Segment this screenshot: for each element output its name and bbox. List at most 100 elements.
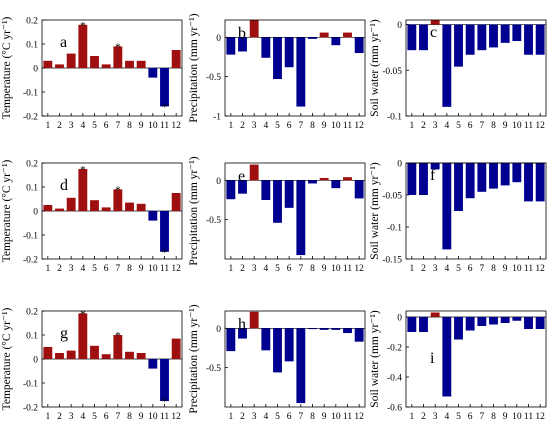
y-tick-label: 0 [33, 208, 38, 218]
x-tick-label: 3 [69, 121, 74, 131]
x-tick-label: 9 [139, 412, 144, 422]
x-tick-label: 6 [287, 264, 292, 274]
bar-g-6 [101, 354, 111, 359]
y-tick-label: 0 [216, 177, 221, 187]
x-tick-label: 7 [479, 412, 484, 422]
bar-c-4 [442, 24, 452, 107]
x-tick-label: 3 [252, 264, 257, 274]
bar-e-6 [284, 180, 294, 208]
y-tick-label: 0 [33, 65, 38, 75]
bar-f-10 [512, 163, 522, 183]
x-tick-label: 9 [503, 412, 508, 422]
bar-i-5 [454, 317, 463, 340]
x-tick-label: 10 [148, 121, 158, 131]
bar-i-10 [512, 317, 522, 321]
y-tick-label: -0.1 [23, 232, 38, 242]
bar-a-11 [160, 68, 169, 107]
bar-f-1 [407, 163, 417, 195]
y-axis-label: Soil water (mm yr⁻¹) [369, 19, 381, 117]
y-tick-label: -0.1 [387, 224, 402, 234]
y-tick-label: 0 [216, 34, 221, 44]
x-tick-label: 12 [354, 412, 364, 422]
plot-frame [224, 19, 366, 117]
panel-d: ***-0.2-0.100.10.21 2 3 4 5 6 7 8 9 10 11 12Tempera… [1, 159, 183, 274]
x-tick-label: 1 [45, 264, 50, 274]
significance-star: * [80, 20, 86, 32]
bar-b-4 [261, 37, 271, 58]
x-tick-label: 3 [433, 412, 438, 422]
x-tick-label: 5 [456, 264, 461, 274]
x-tick-label: 12 [535, 264, 545, 274]
x-tick-label: 3 [69, 412, 74, 422]
x-tick-label: 6 [104, 412, 109, 422]
panel-letter: g [60, 325, 68, 342]
bar-e-2 [238, 180, 247, 194]
y-tick-label: -0.4 [387, 374, 402, 384]
x-tick-label: 3 [252, 412, 257, 422]
y-tick-label: 0.1 [26, 332, 38, 342]
x-tick-label: 1 [409, 264, 414, 274]
bar-g-10 [148, 359, 158, 369]
bar-b-11 [343, 32, 352, 38]
bar-i-8 [489, 317, 498, 325]
x-tick-label: 9 [139, 121, 144, 131]
y-axis-label: Temperature (°C yr⁻¹) [1, 159, 13, 262]
x-tick-label: 6 [468, 121, 473, 131]
x-tick-label: 5 [92, 412, 97, 422]
bar-i-1 [407, 317, 417, 332]
bar-c-6 [465, 24, 475, 55]
y-tick-label: 0 [33, 356, 38, 366]
x-tick-label: 4 [80, 264, 85, 274]
bar-e-8 [308, 180, 317, 184]
bar-g-7 [113, 335, 123, 359]
bar-a-7 [113, 46, 123, 68]
x-tick-label: 8 [127, 264, 132, 274]
x-tick-label: 7 [298, 264, 303, 274]
y-tick-label: -0.5 [206, 364, 221, 374]
bar-g-5 [90, 345, 99, 359]
x-tick-label: 3 [433, 121, 438, 131]
x-tick-label: 2 [421, 121, 426, 131]
panel-letter: e [238, 168, 245, 185]
y-axis-label: Soil water (mm yr⁻¹) [369, 310, 381, 408]
x-tick-label: 2 [57, 121, 62, 131]
y-tick-label: 0 [397, 314, 402, 324]
x-tick-label: 11 [524, 412, 533, 422]
bar-h-3 [249, 311, 259, 329]
x-tick-label: 10 [512, 121, 522, 131]
x-tick-label: 7 [115, 121, 120, 131]
x-tick-label: 8 [310, 264, 315, 274]
significance-star: * [162, 101, 168, 113]
x-tick-label: 8 [127, 121, 132, 131]
significance-star: * [115, 330, 121, 342]
bar-b-1 [226, 37, 236, 55]
x-tick-label: 5 [456, 412, 461, 422]
bar-e-1 [226, 180, 236, 200]
x-tick-label: 5 [275, 121, 280, 131]
bar-h-12 [354, 328, 364, 342]
bar-h-11 [343, 328, 352, 334]
x-tick-label: 1 [228, 121, 233, 131]
bar-f-8 [489, 163, 498, 189]
bar-b-2 [238, 37, 247, 52]
bar-c-12 [535, 24, 545, 55]
x-tick-label: 10 [512, 264, 522, 274]
x-tick-label: 1 [45, 121, 50, 131]
bar-e-7 [296, 180, 306, 256]
significance-star: * [162, 247, 168, 259]
x-tick-label: 4 [263, 264, 268, 274]
y-tick-label: -1 [213, 113, 221, 123]
bar-a-8 [125, 60, 134, 68]
y-tick-label: -0.1 [23, 380, 38, 390]
x-tick-label: 11 [160, 121, 169, 131]
y-axis-label: Precipitation (mm yr⁻¹) [188, 13, 200, 122]
significance-star: * [162, 396, 168, 408]
x-tick-label: 11 [160, 412, 169, 422]
bar-a-4 [78, 24, 88, 68]
bar-c-7 [477, 24, 487, 51]
